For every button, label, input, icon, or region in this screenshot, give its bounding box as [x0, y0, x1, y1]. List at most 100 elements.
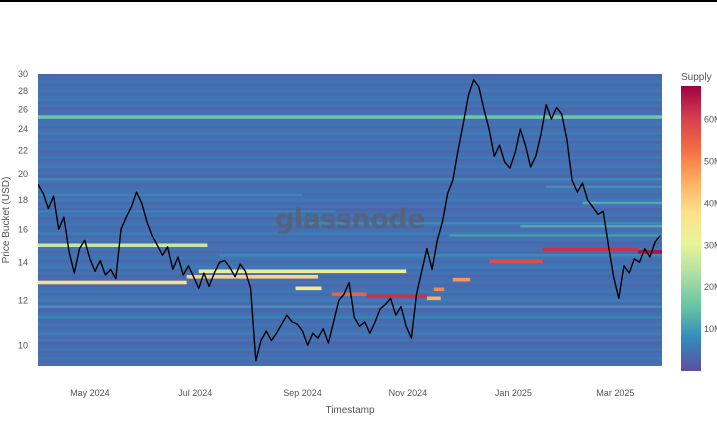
supply-band	[186, 275, 319, 279]
price-line-group	[38, 79, 661, 362]
faint-supply-band	[546, 185, 662, 189]
heatmap-row	[38, 338, 662, 342]
heatmap-row	[38, 344, 662, 349]
heatmap-row	[38, 247, 662, 251]
faint-supply-band	[582, 201, 662, 205]
heatmap-row	[38, 186, 662, 190]
x-axis-ticks: May 2024 Jul 2024 Sep 2024 Nov 2024 Jan 2025…	[70, 388, 634, 398]
heatmap-row	[38, 140, 662, 145]
x-tick-label: Sep 2024	[283, 388, 322, 398]
heatmap-row	[38, 86, 662, 90]
y-tick-label: 14	[18, 257, 28, 267]
y-tick-label: 12	[18, 295, 28, 305]
supply-band	[366, 294, 427, 299]
colorbar-tick-label: 40M	[704, 198, 717, 208]
heatmap-row	[38, 280, 662, 285]
heatmap-row	[38, 134, 662, 139]
colorbar	[681, 86, 701, 371]
heatmap-row	[38, 171, 662, 175]
heatmap-row	[38, 302, 662, 306]
heatmap-row	[38, 244, 662, 248]
supply-band	[38, 243, 208, 248]
heatmap-row	[38, 147, 662, 151]
x-tick-label: Jul 2024	[178, 388, 212, 398]
heatmap-row	[38, 220, 662, 224]
heatmap-row	[38, 98, 662, 102]
heatmap-row	[38, 195, 662, 200]
heatmap-row	[38, 223, 662, 227]
heatmap-row	[38, 210, 662, 215]
heatmap-row	[38, 216, 662, 221]
colorbar-tick-label: 50M	[704, 156, 717, 166]
colorbar-tick-label: 60M	[704, 115, 717, 125]
faint-supply-band	[520, 225, 662, 228]
faint-supply-band	[38, 177, 662, 181]
x-tick-label: Nov 2024	[389, 388, 428, 398]
heatmap-row	[38, 265, 662, 269]
heatmap-row	[38, 277, 662, 282]
heatmap-row	[38, 125, 662, 130]
x-tick-label: Jan 2025	[495, 388, 532, 398]
watermark: glassnode	[275, 204, 425, 235]
supply-band	[637, 250, 662, 254]
faint-supply-band	[38, 193, 303, 196]
heatmap-row	[38, 323, 662, 327]
heatmap-row	[38, 183, 662, 187]
y-tick-label: 16	[18, 224, 28, 234]
heatmap-row	[38, 213, 662, 218]
supply-band	[38, 280, 187, 285]
supply-band	[198, 269, 407, 274]
heatmap-row	[38, 341, 662, 346]
heatmap-row	[38, 168, 662, 172]
colorbar-ticks: 10M 20M 30M 40M 50M 60M	[704, 115, 717, 335]
x-axis-title: Timestamp	[325, 405, 375, 416]
heatmap-row	[38, 101, 662, 105]
heatmap-row	[38, 274, 662, 279]
heatmap-row	[38, 174, 662, 178]
heatmap-row	[38, 198, 662, 203]
heatmap-row	[38, 356, 662, 361]
heatmap-row	[38, 131, 662, 136]
top-border	[0, 0, 717, 2]
colorbar-tick-label: 10M	[704, 324, 717, 334]
heatmap-row	[38, 83, 662, 87]
heatmap-row	[38, 137, 662, 142]
heatmap-row	[38, 104, 662, 108]
heatmap-row	[38, 89, 662, 93]
heatmap-row	[38, 77, 662, 81]
heatmap-row	[38, 180, 662, 184]
supply-band	[331, 292, 367, 297]
faint-supply-band	[302, 221, 662, 225]
faint-supply-band	[38, 305, 662, 308]
y-tick-label: 24	[18, 124, 28, 134]
supply-band	[433, 287, 445, 292]
heatmap-row	[38, 335, 662, 339]
heatmap-row	[38, 259, 662, 263]
heatmap-row	[38, 232, 662, 236]
heatmap-row	[38, 329, 662, 333]
heatmap-row	[38, 362, 662, 366]
y-tick-label: 28	[18, 86, 28, 96]
colorbar-tick-label: 20M	[704, 282, 717, 292]
y-tick-label: 18	[18, 195, 28, 205]
heatmap-row	[38, 262, 662, 266]
heatmap-row	[38, 311, 662, 315]
price-line	[38, 79, 661, 362]
y-axis-ticks: 10 12 14 16 18 20 22 24 26 28 30	[18, 69, 28, 350]
y-tick-label: 26	[18, 104, 28, 114]
y-axis-title: Price Bucket (USD)	[1, 177, 12, 264]
faint-supply-band	[219, 254, 662, 257]
faint-supply-band	[38, 143, 662, 147]
faint-supply-band	[38, 316, 662, 319]
heatmap-row	[38, 80, 662, 84]
heatmap-row	[38, 153, 662, 157]
heatmap-bands	[38, 115, 662, 319]
heatmap-row	[38, 192, 662, 196]
heatmap-row	[38, 162, 662, 166]
heatmap-row	[38, 165, 662, 169]
supply-band	[295, 286, 322, 291]
faint-supply-band	[449, 234, 662, 237]
heatmap-row	[38, 201, 662, 206]
heatmap-row	[38, 204, 662, 209]
